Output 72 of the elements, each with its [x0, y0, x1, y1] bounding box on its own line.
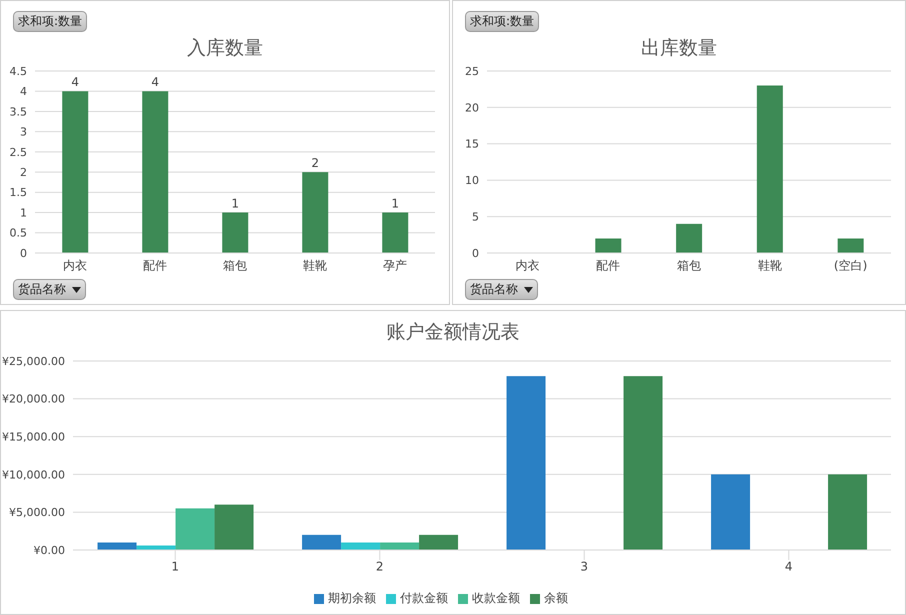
bar: [756, 86, 783, 253]
y-tick-label: 0: [472, 246, 479, 260]
bar: [302, 534, 342, 550]
y-tick-label: 3.5: [10, 105, 27, 118]
bar: [382, 212, 408, 253]
bar: [341, 542, 380, 550]
x-tick-label: 孕产: [383, 258, 407, 273]
bar: [419, 534, 458, 550]
bar: [142, 91, 168, 253]
x-tick-label: 配件: [143, 258, 167, 273]
data-label: 4: [71, 75, 80, 90]
y-tick-label: 2.5: [10, 146, 27, 159]
y-tick-label: ¥15,000.00: [2, 430, 65, 444]
y-tick-label: 10: [465, 174, 479, 188]
legend-label: 付款金额: [400, 591, 448, 605]
legend-label: 期初余额: [328, 591, 376, 605]
legend-label: 余额: [544, 591, 568, 605]
y-tick-label: 1: [20, 206, 27, 220]
x-tick-label: 鞋靴: [758, 258, 782, 273]
text: 求和项:数量: [470, 13, 534, 30]
bar: [506, 376, 546, 550]
y-tick-label: ¥10,000.00: [2, 468, 65, 482]
chart-title: 账户金额情况表: [386, 320, 520, 345]
chart-title: 入库数量: [186, 36, 264, 61]
bar: [176, 508, 215, 550]
bar: [98, 542, 137, 550]
data-label: 1: [391, 196, 400, 211]
x-tick-label: 箱包: [223, 258, 247, 273]
y-tick-label: 1.5: [10, 186, 27, 200]
y-tick-label: ¥0.00: [34, 544, 65, 557]
bar: [624, 376, 663, 550]
bar: [214, 504, 254, 550]
bar: [676, 224, 702, 253]
y-tick-label: 4: [20, 85, 27, 98]
data-label: 4: [151, 75, 160, 90]
x-tick-label: 3: [580, 560, 588, 574]
x-tick-label: 箱包: [677, 258, 701, 273]
x-tick-label: 4: [784, 560, 793, 574]
data-label: 2: [311, 156, 320, 170]
x-tick-label: (空白): [834, 258, 868, 273]
x-tick-label: 2: [376, 560, 384, 574]
x-tick-label: 内衣: [63, 258, 87, 273]
y-tick-label: 4.5: [10, 64, 27, 78]
bar: [302, 172, 328, 253]
y-tick-label: 15: [465, 138, 479, 151]
x-tick-label: 1: [171, 560, 180, 574]
y-tick-label: 5: [472, 210, 479, 224]
bar: [380, 542, 420, 550]
y-tick-label: 0.5: [10, 226, 27, 240]
bar: [595, 238, 622, 253]
x-tick-label: 内衣: [515, 258, 540, 273]
y-tick-label: 20: [465, 101, 479, 114]
bar: [838, 238, 864, 253]
bar: [711, 474, 750, 550]
x-tick-label: 配件: [596, 258, 620, 273]
legend-label: 收款金额: [472, 591, 520, 605]
y-tick-label: 3: [20, 126, 27, 139]
y-tick-label: ¥5,000.00: [9, 506, 65, 520]
y-tick-label: ¥20,000.00: [2, 392, 65, 406]
data-label: 1: [231, 196, 240, 211]
bar: [828, 474, 868, 550]
bar: [62, 91, 88, 253]
text: 货品名称: [18, 281, 66, 298]
bar: [222, 212, 248, 253]
chart-title: 出库数量: [640, 36, 718, 61]
text: 求和项:数量: [18, 13, 82, 30]
y-tick-label: 0: [20, 246, 27, 260]
y-tick-label: 2: [20, 166, 27, 180]
y-tick-label: ¥25,000.00: [2, 354, 65, 368]
y-tick-label: 25: [465, 64, 479, 78]
x-tick-label: 鞋靴: [303, 258, 327, 273]
text: 货品名称: [470, 281, 518, 298]
